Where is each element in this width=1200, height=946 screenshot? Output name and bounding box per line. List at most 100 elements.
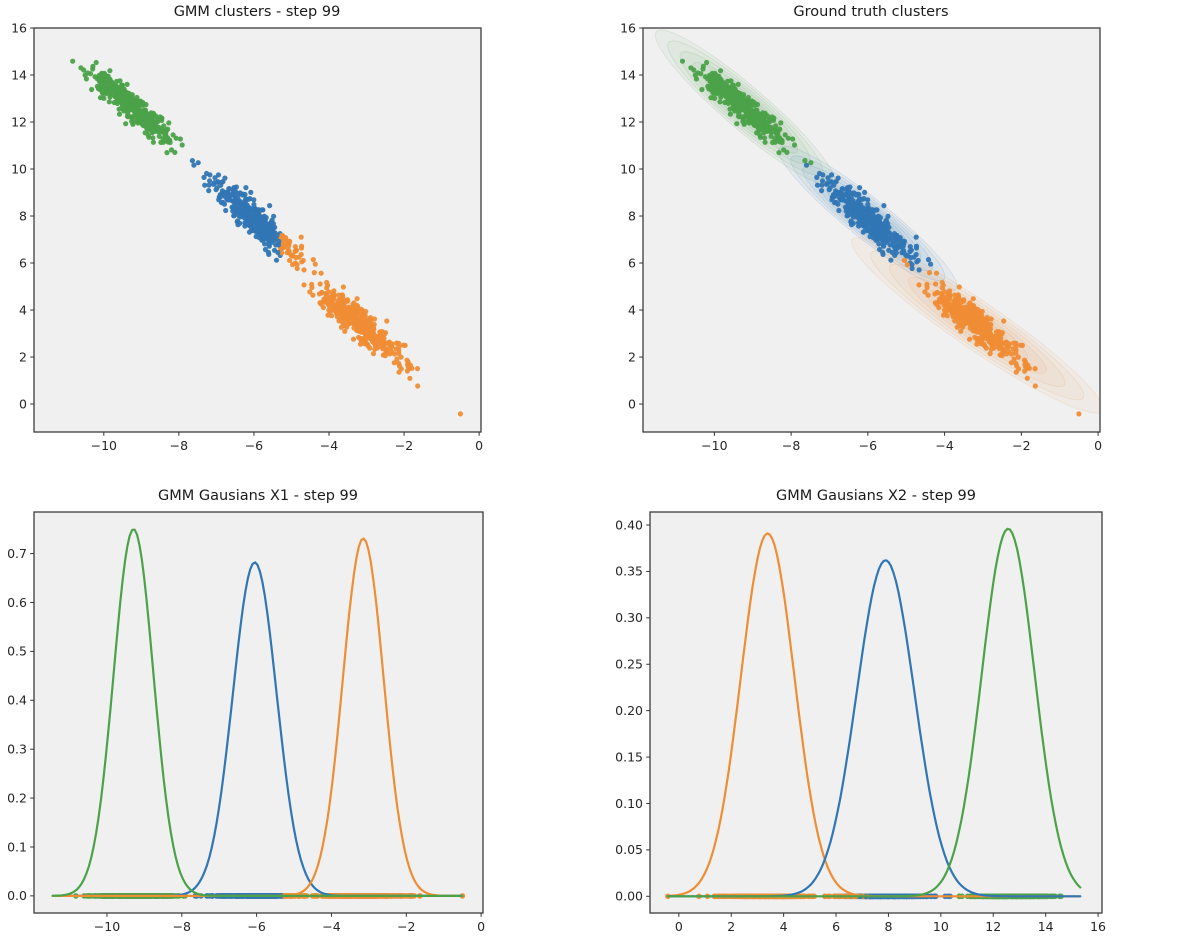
data-point <box>1024 362 1030 368</box>
data-point <box>342 322 348 329</box>
data-point <box>119 85 125 91</box>
y-tick-label: 6 <box>19 255 27 270</box>
x-tick-label: −2 <box>395 438 413 453</box>
data-point <box>158 116 164 122</box>
data-point <box>791 142 798 148</box>
data-point <box>825 175 831 181</box>
data-point <box>87 71 94 77</box>
x-tick-label: −4 <box>935 438 953 453</box>
y-tick-label: 2 <box>19 349 27 364</box>
data-point <box>243 185 249 191</box>
data-point <box>725 100 731 106</box>
data-point <box>973 315 979 321</box>
y-tick-label: 14 <box>11 67 27 82</box>
data-point <box>129 95 135 101</box>
data-point <box>878 233 884 239</box>
data-point <box>826 187 832 193</box>
data-point <box>309 281 315 287</box>
y-tick-label: 0.3 <box>7 741 27 756</box>
data-point <box>107 68 113 74</box>
data-point <box>387 351 393 357</box>
data-point <box>116 111 123 117</box>
data-point <box>908 254 914 261</box>
data-point <box>972 334 978 340</box>
data-point <box>264 233 270 239</box>
x-tick-label: 12 <box>985 919 1001 934</box>
data-point <box>220 199 226 205</box>
data-point <box>1011 340 1017 346</box>
y-tick-label: 10 <box>620 161 636 176</box>
data-point <box>342 328 348 334</box>
data-point <box>301 267 307 273</box>
y-tick-label: 8 <box>628 208 636 223</box>
data-point <box>761 135 768 141</box>
data-point <box>986 339 992 345</box>
data-point <box>396 360 402 366</box>
plot-frame <box>33 27 482 433</box>
data-point <box>1015 354 1021 360</box>
data-point <box>940 282 946 288</box>
data-point <box>995 341 1001 347</box>
data-point <box>901 249 907 255</box>
data-point <box>276 238 282 244</box>
data-point <box>709 77 715 83</box>
data-point <box>317 281 323 287</box>
plot-area-gmm-clusters <box>70 58 463 417</box>
data-point <box>142 130 148 136</box>
data-point <box>916 267 922 273</box>
data-point <box>960 312 966 318</box>
data-point <box>752 121 758 127</box>
data-point <box>762 128 768 134</box>
data-point <box>778 120 784 126</box>
data-point <box>940 299 947 305</box>
y-tick-label: 0.00 <box>615 889 643 904</box>
data-point <box>865 205 871 212</box>
data-point <box>352 307 358 313</box>
data-point <box>286 249 292 255</box>
data-point <box>367 320 373 326</box>
data-point <box>881 203 887 209</box>
data-point <box>739 99 745 105</box>
data-point <box>293 254 299 261</box>
data-point <box>922 289 928 295</box>
x-tick-label: 2 <box>727 919 735 934</box>
data-point <box>393 340 400 346</box>
data-point <box>231 213 237 219</box>
data-point <box>1003 346 1009 352</box>
data-point <box>958 328 964 334</box>
data-point <box>745 112 751 118</box>
data-point <box>238 214 244 220</box>
data-point <box>1015 366 1022 372</box>
x-tick-label: −10 <box>701 438 727 453</box>
data-point <box>78 65 84 71</box>
data-point <box>679 58 686 64</box>
data-point <box>987 335 994 341</box>
data-point <box>414 366 421 372</box>
data-point <box>916 282 922 288</box>
data-point <box>215 172 222 178</box>
data-point <box>819 182 825 188</box>
data-point <box>961 305 967 311</box>
data-point <box>402 342 408 348</box>
data-point <box>718 86 724 92</box>
data-point <box>762 139 768 145</box>
data-point <box>106 99 112 105</box>
data-point <box>233 204 240 210</box>
data-point <box>70 58 76 64</box>
data-point <box>979 322 985 328</box>
data-point <box>706 86 712 92</box>
plot-area-gmm-gaussians-x2 <box>665 527 1082 900</box>
data-point <box>974 341 980 347</box>
data-point <box>851 190 857 196</box>
y-tick-label: 0.10 <box>615 796 643 811</box>
data-point <box>1008 360 1015 366</box>
data-point <box>914 259 920 265</box>
data-point <box>230 198 237 204</box>
data-point <box>191 162 197 168</box>
data-point <box>968 316 974 322</box>
data-point <box>156 129 162 135</box>
data-point <box>785 135 791 141</box>
data-point <box>259 207 265 213</box>
data-point <box>404 357 410 363</box>
